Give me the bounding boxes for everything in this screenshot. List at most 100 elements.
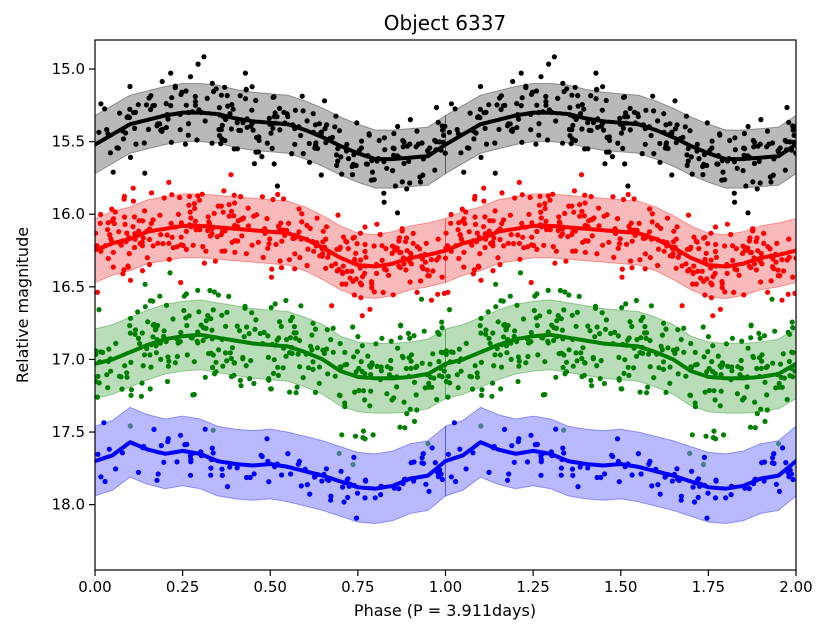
point-3-30-0 (208, 465, 214, 471)
point-2-73-1 (762, 379, 768, 385)
point-3-76-1 (629, 472, 635, 478)
point-3-53-0 (328, 497, 334, 503)
point-2-96-0 (118, 374, 124, 380)
point-3-105-1 (561, 450, 567, 456)
point-1-189-0 (349, 268, 355, 274)
point-2-129-0 (200, 337, 206, 344)
point-0-157-1 (790, 127, 796, 133)
point-2-276-0 (308, 343, 314, 349)
point-3-4-0 (244, 474, 250, 481)
point-0-219-1 (507, 121, 513, 127)
point-2-241-0 (373, 341, 379, 347)
point-1-19-0 (354, 241, 360, 247)
point-2-181-0 (337, 392, 343, 399)
point-1-95-1 (673, 265, 679, 271)
point-2-202-1 (526, 340, 532, 346)
point-3-96-1 (678, 493, 685, 499)
point-3-65-0 (135, 469, 142, 475)
point-2-131-1 (712, 397, 718, 403)
point-2-255-0 (368, 364, 374, 370)
point-2-196-0 (181, 307, 187, 314)
point-1-87-1 (544, 227, 550, 233)
point-1-152-0 (371, 243, 377, 249)
point-2-279-0 (297, 364, 303, 370)
point-1-143-0 (267, 236, 273, 242)
point-2-145-1 (615, 333, 622, 339)
point-0-195-1 (732, 135, 738, 141)
point-0-7-1 (458, 150, 464, 156)
point-2-277-1 (608, 330, 614, 337)
point-1-316-1 (558, 233, 564, 239)
point-2-254-0 (427, 361, 433, 367)
point-0-238-1 (553, 118, 559, 124)
point-2-41-1 (789, 319, 795, 325)
point-1-56-0 (105, 227, 111, 233)
point-1-6-1 (474, 230, 480, 236)
point-1-234-0 (212, 258, 218, 264)
point-1-309-0 (169, 234, 175, 240)
point-1-108-0 (245, 223, 252, 229)
point-2-257-1 (517, 270, 524, 276)
point-1-306-0 (344, 268, 350, 274)
point-1-121-1 (519, 192, 525, 198)
point-1-42-0 (155, 240, 161, 246)
point-1-298-0 (264, 216, 270, 222)
point-1-230-0 (110, 249, 116, 255)
point-1-32-1 (768, 278, 774, 284)
point-2-270-0 (435, 329, 441, 335)
point-0-37-0 (264, 140, 270, 146)
point-0-139-0 (172, 83, 178, 89)
point-1-45-1 (463, 209, 469, 215)
point-1-295-0 (146, 236, 153, 243)
point-0-116-1 (741, 145, 747, 151)
point-2-9-0 (388, 338, 394, 344)
point-0-171-1 (481, 110, 487, 116)
point-1-313-1 (545, 193, 551, 199)
point-0-148-1 (475, 114, 482, 120)
point-0-49-1 (543, 99, 549, 105)
point-0-6-0 (299, 93, 305, 99)
point-0-161-0 (384, 165, 390, 171)
point-1-245-1 (730, 257, 736, 263)
x-tick-label-8: 2.00 (779, 578, 812, 596)
point-0-19-1 (536, 132, 542, 138)
point-0-186-0 (253, 149, 259, 155)
point-0-122-1 (482, 125, 488, 131)
point-2-213-0 (293, 335, 299, 341)
point-2-83-1 (769, 296, 775, 302)
point-2-40-0 (365, 353, 371, 359)
point-2-134-1 (498, 364, 505, 370)
point-1-28-0 (97, 220, 103, 226)
point-1-218-0 (235, 218, 241, 224)
point-0-206-0 (187, 74, 194, 80)
point-0-230-1 (534, 102, 540, 108)
point-1-272-1 (642, 266, 648, 272)
point-0-147-0 (439, 123, 445, 129)
point-0-100-0 (141, 140, 147, 146)
point-0-140-0 (392, 183, 398, 189)
point-3-22-1 (770, 455, 776, 461)
point-3-68-1 (553, 426, 559, 432)
y-tick-label-4: 17.0 (52, 350, 85, 368)
point-0-14-1 (709, 145, 715, 151)
point-1-284-0 (357, 257, 364, 263)
point-1-307-1 (619, 274, 625, 280)
trend-line-3-0 (95, 440, 448, 491)
point-2-62-1 (455, 385, 461, 391)
point-2-63-1 (515, 378, 521, 385)
point-2-13-0 (222, 350, 229, 356)
point-0-249-0 (270, 125, 276, 131)
point-2-326-0 (407, 335, 413, 341)
point-0-185-1 (581, 106, 587, 112)
point-2-146-1 (545, 287, 551, 293)
point-1-69-0 (296, 206, 302, 212)
point-2-265-0 (238, 383, 244, 389)
point-1-216-1 (470, 271, 476, 277)
point-1-305-0 (393, 246, 399, 253)
point-1-309-1 (520, 234, 526, 240)
point-1-265-1 (658, 225, 664, 231)
point-3-49-0 (224, 484, 231, 490)
point-1-36-0 (245, 205, 251, 211)
point-1-160-0 (340, 270, 346, 277)
point-1-269-0 (105, 255, 111, 262)
